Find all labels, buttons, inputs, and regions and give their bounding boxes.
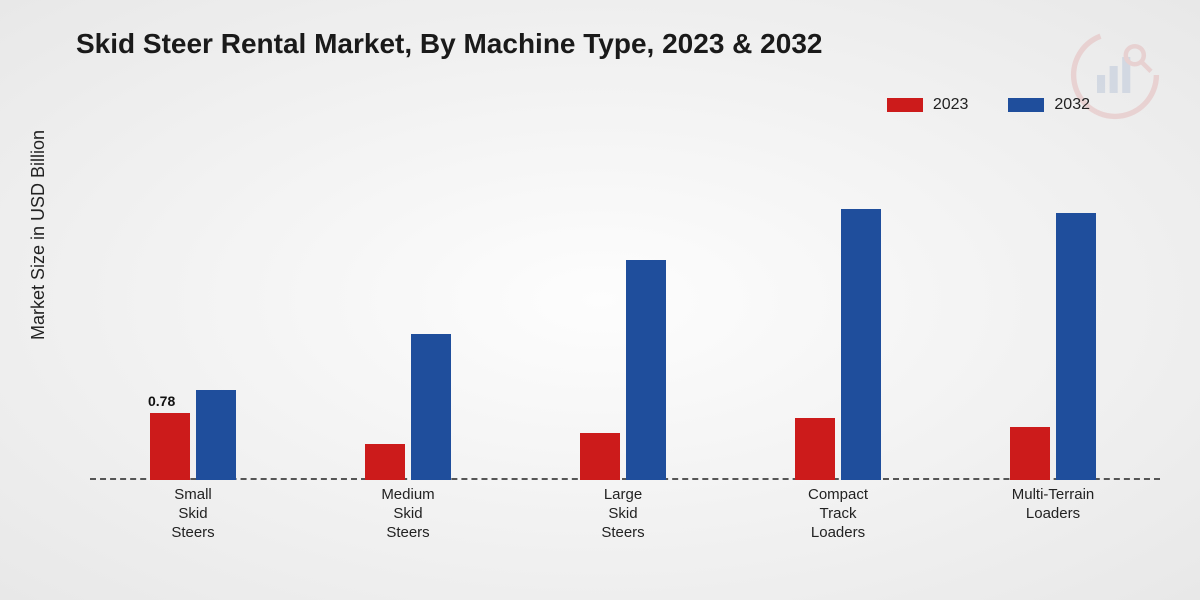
x-axis-label: Large Skid Steers bbox=[563, 486, 683, 542]
bar-group bbox=[1010, 213, 1096, 480]
legend-label-2023: 2023 bbox=[933, 96, 969, 114]
x-axis-label: Multi-Terrain Loaders bbox=[993, 486, 1113, 524]
bar-2023 bbox=[150, 413, 190, 480]
plot-area: 0.78 bbox=[90, 170, 1160, 480]
x-axis-label: Compact Track Loaders bbox=[778, 486, 898, 542]
bar-group bbox=[580, 260, 666, 480]
bar-2032 bbox=[196, 390, 236, 480]
x-axis-label: Small Skid Steers bbox=[133, 486, 253, 542]
chart-title: Skid Steer Rental Market, By Machine Typ… bbox=[76, 28, 822, 60]
bar-2023 bbox=[580, 433, 620, 480]
bar-2023 bbox=[1010, 427, 1050, 480]
bar-group bbox=[365, 334, 451, 480]
legend-label-2032: 2032 bbox=[1054, 96, 1090, 114]
legend: 2023 2032 bbox=[887, 96, 1090, 114]
x-axis-labels: Small Skid Steers Medium Skid Steers Large… bbox=[90, 486, 1160, 546]
value-label: 0.78 bbox=[148, 393, 175, 409]
bar-group bbox=[795, 209, 881, 480]
bar-2023 bbox=[365, 444, 405, 480]
bar-2032 bbox=[841, 209, 881, 480]
legend-swatch-2032 bbox=[1008, 98, 1044, 112]
bar-2032 bbox=[1056, 213, 1096, 480]
bar-2032 bbox=[626, 260, 666, 480]
legend-swatch-2023 bbox=[887, 98, 923, 112]
bar-2023 bbox=[795, 418, 835, 480]
bar-2032 bbox=[411, 334, 451, 480]
legend-item-2023: 2023 bbox=[887, 96, 969, 114]
y-axis-label: Market Size in USD Billion bbox=[28, 130, 49, 340]
x-axis-label: Medium Skid Steers bbox=[348, 486, 468, 542]
legend-item-2032: 2032 bbox=[1008, 96, 1090, 114]
